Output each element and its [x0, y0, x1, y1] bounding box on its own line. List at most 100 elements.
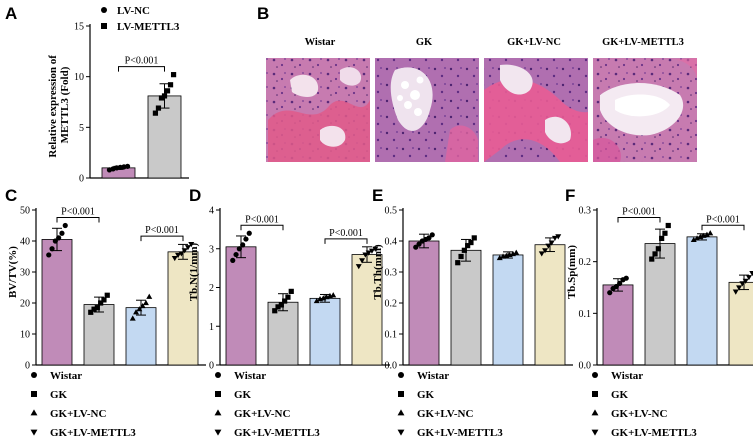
significance-bracket-a-0: [118, 66, 165, 72]
bar-c-2: [125, 307, 157, 366]
legend-label-d-3: GK+LV-METTL3: [234, 427, 320, 439]
bar-f-2: [686, 236, 718, 366]
legend-marker-d-0: [215, 372, 221, 378]
y-tick-label-a: 15: [74, 22, 84, 33]
bar-e-2: [492, 254, 524, 366]
y-tick-label-f: 0.3: [579, 206, 592, 217]
data-point-e-3: [555, 234, 562, 240]
y-tick-label-f: 0.2: [579, 257, 592, 268]
y-tick-label-d: 3: [209, 244, 214, 255]
p-value-label-a-0: P<0.001: [125, 56, 159, 67]
data-point-c-0: [59, 230, 65, 236]
data-point-e-1: [461, 247, 467, 253]
legend-label-d-0: Wistar: [234, 370, 266, 382]
legend-marker-e-0: [398, 372, 404, 378]
data-point-d-1: [272, 308, 278, 314]
data-point-d-3: [372, 246, 379, 252]
y-tick-label-f: 0.1: [579, 309, 592, 320]
data-point-d-1: [278, 302, 284, 308]
y-axis-title-c: BV/TV(%): [7, 246, 19, 298]
data-point-c-3: [178, 251, 185, 257]
y-tick-label-d: 0: [209, 361, 214, 372]
data-point-f-2: [703, 231, 710, 237]
data-point-e-1: [468, 239, 474, 246]
data-point-c-1: [88, 309, 94, 315]
data-point-f-1: [662, 230, 668, 236]
data-point-d-0: [240, 242, 246, 248]
bar-c-0: [41, 239, 73, 366]
data-point-c-1: [91, 306, 97, 312]
legend-marker-e-3: [397, 429, 405, 436]
legend-marker-d-3: [214, 429, 222, 436]
y-axis-title-e: Tb.Th(mm): [372, 244, 384, 300]
plot-d: 0 1 2 3 4 P<0.001 P<0.001: [209, 206, 390, 372]
data-point-a-1: [161, 93, 168, 99]
plot-e: 0.0 0.1 0.2 0.3 0.4 0.5: [385, 206, 573, 372]
data-point-c-3: [188, 242, 195, 248]
panel-c: C 0 10 20 30 40 50 P<0.001 P<0.001 BV/TV(%): [5, 186, 206, 372]
data-point-f-1: [652, 251, 658, 257]
data-point-a-0: [124, 163, 131, 169]
legend-label-c-0: Wistar: [50, 370, 82, 382]
y-axis-title-d: Tb.N(1/mm): [188, 242, 200, 301]
data-point-f-3: [749, 270, 753, 277]
data-point-c-0: [56, 235, 62, 241]
legend-label-lv-nc: LV-NC: [117, 5, 150, 17]
legend-label-c-3: GK+LV-METTL3: [50, 427, 136, 439]
data-point-d-3: [359, 258, 366, 264]
data-point-f-1: [665, 222, 671, 229]
data-point-c-1: [104, 292, 110, 298]
data-point-e-1: [471, 235, 477, 241]
histology-label-gk-lv-mettl3: GK+LV-METTL3: [602, 37, 684, 48]
significance-bracket-f-0: [617, 217, 661, 223]
data-point-d-3: [362, 252, 369, 258]
legend-marker-lv-nc: [101, 7, 107, 13]
p-value-label-d-1: P<0.001: [329, 228, 363, 239]
data-point-e-3: [548, 240, 555, 246]
legend-label-f-1: GK: [611, 389, 629, 401]
legend-label-d-2: GK+LV-NC: [234, 408, 290, 420]
data-point-f-2: [707, 230, 714, 236]
y-tick-label-e: 0.2: [385, 299, 398, 310]
panel-letter-d: D: [189, 186, 201, 205]
y-tick-label-a: 10: [74, 72, 84, 83]
data-point-e-3: [551, 235, 558, 242]
legend-marker-lv-mettl3: [101, 23, 107, 29]
p-value-label-c-0: P<0.001: [61, 207, 95, 218]
p-value-label-d-0: P<0.001: [245, 214, 279, 225]
data-point-a-1: [158, 95, 165, 101]
data-point-c-3: [175, 252, 182, 259]
data-point-d-2: [313, 297, 320, 304]
legend-marker-c-3: [30, 429, 38, 436]
data-point-e-3: [538, 251, 545, 257]
data-point-d-3: [365, 250, 372, 256]
y-tick-label-e: 0.1: [385, 330, 398, 341]
data-point-c-0: [52, 238, 58, 244]
legend-marker-f-0: [592, 372, 598, 378]
data-point-c-1: [101, 297, 107, 303]
panel-letter-f: F: [565, 186, 575, 205]
legend-marker-f-2: [591, 409, 599, 416]
histology-image-wistar: [266, 58, 370, 162]
data-point-c-3: [184, 245, 191, 251]
legend-label-e-2: GK+LV-NC: [417, 408, 473, 420]
data-point-e-0: [416, 241, 422, 247]
data-point-e-0: [429, 232, 435, 238]
data-point-e-0: [413, 244, 419, 250]
data-point-f-0: [607, 290, 613, 296]
data-point-d-0: [236, 246, 242, 252]
bar-e-0: [408, 240, 440, 366]
data-point-f-0: [617, 280, 623, 286]
y-tick-label-a: 0: [79, 174, 84, 185]
data-point-e-1: [458, 253, 464, 260]
y-tick-label-e: 0.5: [385, 206, 398, 217]
data-point-a-1: [170, 72, 177, 78]
legend-marker-f-3: [591, 429, 599, 436]
y-tick-label-c: 20: [20, 299, 30, 310]
data-point-a-1: [167, 82, 174, 88]
significance-bracket-c-1: [140, 235, 184, 242]
data-point-f-2: [690, 236, 697, 243]
plot-a: 0 5 10 15 P<0.001: [74, 22, 189, 185]
data-point-f-3: [742, 278, 749, 284]
data-point-d-0: [243, 236, 249, 242]
